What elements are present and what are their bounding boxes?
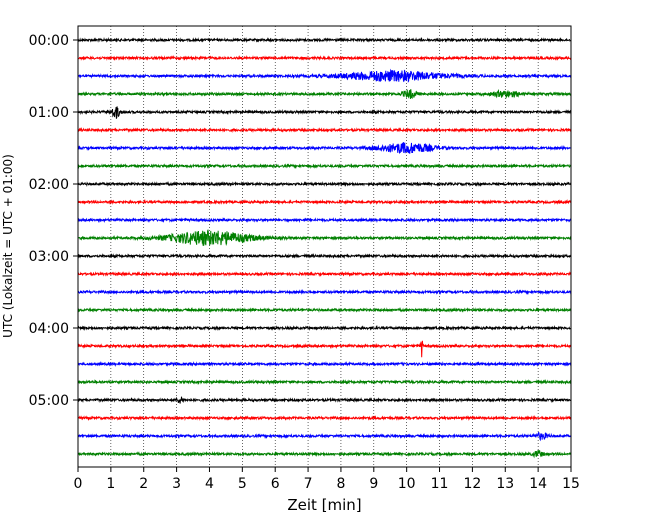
y-tick-label: 02:00	[29, 177, 69, 193]
trace-line	[77, 340, 572, 358]
x-tick-label: 15	[562, 476, 580, 492]
x-tick-label: 5	[238, 476, 247, 492]
x-axis-ticks: 0 1 2 3 4 5 6 7 8 9 10 11 12 13 14 15	[74, 467, 580, 492]
x-axis-label: Zeit [min]	[287, 496, 361, 514]
y-tick-label: 04:00	[29, 321, 69, 337]
y-tick-label: 05:00	[29, 393, 69, 409]
trace-line	[77, 361, 572, 367]
trace-group	[77, 36, 572, 459]
trace-line	[77, 289, 572, 296]
x-tick-label: 14	[529, 476, 547, 492]
trace-line	[77, 142, 572, 154]
y-axis-label: UTC (Lokalzeit = UTC + 01:00)	[1, 154, 15, 338]
x-tick-label: 11	[431, 476, 449, 492]
x-tick-label: 6	[271, 476, 280, 492]
x-tick-label: 4	[205, 476, 214, 492]
trace-line	[77, 396, 572, 404]
trace-line	[77, 415, 572, 422]
x-tick-label: 7	[304, 476, 313, 492]
trace-line	[77, 36, 572, 43]
trace-line	[77, 181, 572, 188]
trace-line	[77, 163, 572, 170]
trace-line	[77, 199, 572, 206]
y-axis-ticks: 00:00 01:00 02:00 03:00 04:00 05:00	[29, 33, 78, 409]
y-tick-label: 01:00	[29, 105, 69, 121]
trace-line	[77, 431, 572, 442]
trace-line	[77, 68, 572, 83]
trace-line	[77, 325, 572, 332]
trace-line	[77, 54, 572, 62]
x-tick-label: 0	[74, 476, 83, 492]
x-tick-label: 1	[106, 476, 115, 492]
trace-line	[77, 88, 572, 100]
x-tick-label: 12	[463, 476, 481, 492]
x-tick-label: 2	[139, 476, 148, 492]
trace-line	[77, 450, 572, 459]
trace-line	[77, 379, 572, 386]
trace-line	[77, 217, 572, 224]
trace-line	[77, 127, 572, 134]
x-tick-label: 9	[369, 476, 378, 492]
plot-frame	[77, 25, 572, 468]
trace-line	[77, 307, 572, 314]
trace-line	[77, 253, 572, 260]
trace-line	[77, 271, 572, 278]
y-tick-label: 03:00	[29, 249, 69, 265]
x-tick-label: 3	[172, 476, 181, 492]
x-tick-label: 13	[496, 476, 514, 492]
trace-line	[77, 106, 572, 119]
x-tick-label: 10	[398, 476, 416, 492]
trace-line	[77, 228, 572, 247]
x-tick-label: 8	[336, 476, 345, 492]
y-tick-label: 00:00	[29, 33, 69, 49]
